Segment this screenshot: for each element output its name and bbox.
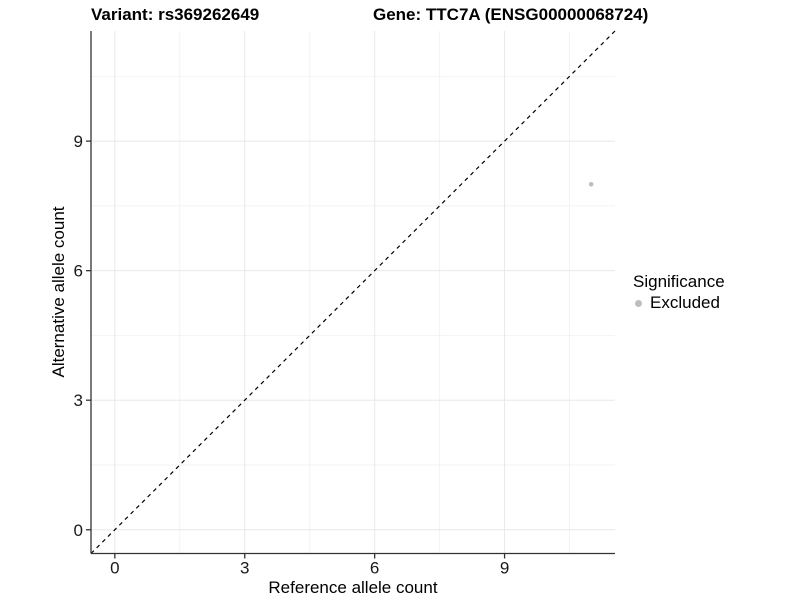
x-tick-label: 0 xyxy=(110,559,119,578)
legend-entry-label: Excluded xyxy=(650,293,720,312)
x-tick-label: 3 xyxy=(240,559,249,578)
identity-line xyxy=(90,30,616,554)
legend-title: Significance xyxy=(633,272,725,291)
y-axis-title: Alternative allele count xyxy=(49,206,68,378)
y-tick-label: 0 xyxy=(74,521,83,540)
x-axis-title: Reference allele count xyxy=(268,578,438,597)
x-tick-label: 6 xyxy=(370,559,379,578)
y-tick-label: 9 xyxy=(74,132,83,151)
legend: Significance Excluded xyxy=(631,272,725,313)
x-tick-label: 9 xyxy=(500,559,509,578)
variant-title: Variant: rs369262649 xyxy=(91,5,260,24)
excluded-point-icon xyxy=(634,299,642,307)
y-tick-label: 6 xyxy=(74,262,83,281)
gene-title: Gene: TTC7A (ENSG00000068724) xyxy=(373,5,649,24)
legend-key xyxy=(631,296,645,310)
data-point xyxy=(588,181,594,187)
legend-entry-excluded: Excluded xyxy=(631,293,725,313)
y-tick-label: 3 xyxy=(74,391,83,410)
